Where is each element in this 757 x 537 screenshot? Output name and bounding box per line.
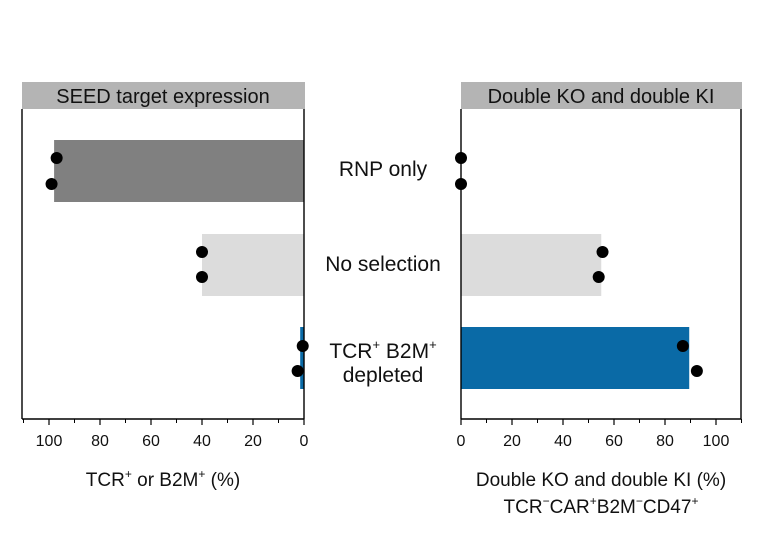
right-tick-label: 40	[554, 433, 572, 450]
left-point-tcr-b2m-depleted-1	[296, 340, 309, 352]
right-point-tcr-b2m-depleted-1	[676, 340, 689, 352]
left-point-rnp-only-1	[50, 152, 63, 164]
right-point-tcr-b2m-depleted-2	[690, 365, 703, 377]
left-point-tcr-b2m-depleted-2	[291, 365, 304, 377]
left-x-axis-label: TCR+ or B2M+ (%)	[86, 467, 240, 491]
category-rnp-only: RNP only	[339, 158, 428, 181]
right-bar-no-selection	[461, 234, 602, 296]
right-tick-label: 100	[703, 433, 730, 450]
left-tick-label: 80	[91, 433, 109, 450]
right-tick-label: 0	[457, 433, 466, 450]
left-tick-label: 100	[36, 433, 63, 450]
category-depleted: depleted	[343, 364, 424, 387]
right-point-no-selection-1	[596, 246, 609, 258]
right-title-bar	[461, 82, 742, 109]
right-point-no-selection-2	[592, 271, 605, 283]
right-tick-label: 20	[503, 433, 521, 450]
left-point-no-selection-2	[196, 271, 208, 283]
left-title-bar	[22, 82, 305, 109]
right-x-axis-label: Double KO and double KI (%)	[476, 470, 726, 491]
left-tick-label: 0	[300, 433, 309, 450]
left-bar-rnp-only	[54, 140, 304, 202]
category-labels: RNP only No selection TCR+ B2M+ depleted	[325, 158, 441, 387]
left-tick-label: 20	[244, 433, 262, 450]
left-panel-title: SEED target expression	[56, 86, 269, 108]
right-panel: Double KO and double KI 0 20 40 60 80 100 Dou…	[455, 82, 742, 518]
left-point-no-selection-1	[196, 246, 208, 258]
right-tick-label: 80	[656, 433, 674, 450]
left-tick-label: 60	[142, 433, 160, 450]
left-tick-label: 40	[193, 433, 211, 450]
left-panel: SEED target expression 100 80 60 40 20 0 TCR+…	[21, 82, 309, 491]
left-bar-no-selection	[202, 234, 304, 296]
right-panel-title: Double KO and double KI	[488, 86, 715, 108]
left-point-rnp-only-2	[45, 178, 58, 190]
category-tcr-b2m: TCR+ B2M+	[329, 337, 436, 363]
category-no-selection: No selection	[325, 253, 441, 276]
right-bar-tcr-b2m-depleted	[461, 327, 690, 389]
right-x-axis-label-2: TCR−CAR+B2M−CD47+	[504, 494, 699, 518]
right-tick-label: 60	[605, 433, 623, 450]
left-bar-tcr-b2m-depleted	[300, 327, 304, 389]
